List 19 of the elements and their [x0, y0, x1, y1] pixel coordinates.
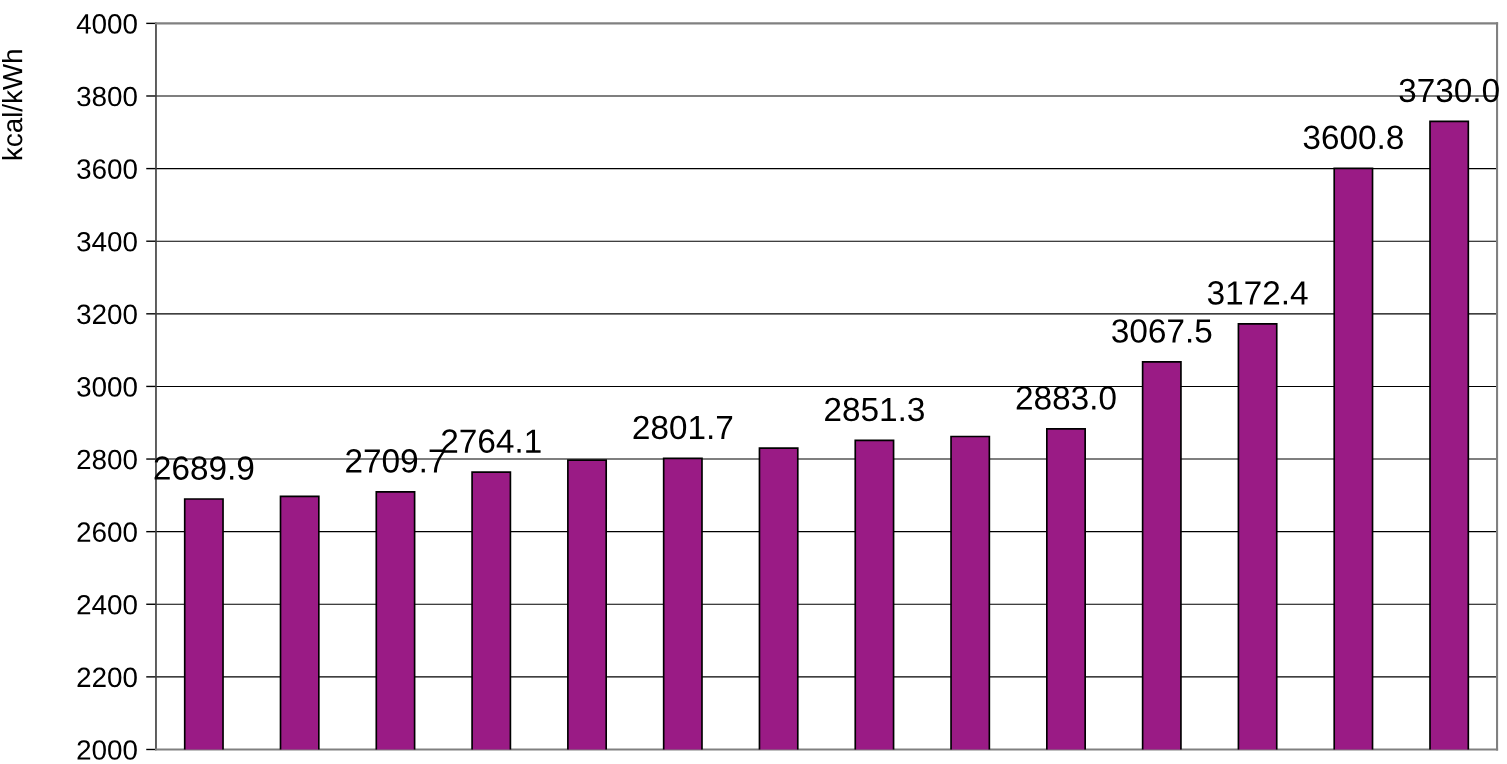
- y-axis-title: kcal/kWh: [2, 50, 23, 160]
- y-tick-label: 2400: [77, 594, 137, 615]
- y-tick-label: 2600: [77, 522, 137, 542]
- y-tick-label: 3200: [77, 304, 137, 325]
- y-tick-label: 4000: [76, 14, 137, 34]
- data-label: 2851.3: [825, 397, 924, 422]
- y-tick-label: 3600: [77, 159, 137, 179]
- y-tick-label: 2200: [77, 667, 137, 688]
- data-label: 2883.0: [1016, 386, 1116, 410]
- y-tick-label: 2800: [77, 449, 137, 470]
- data-label: 3172.4: [1207, 281, 1308, 305]
- y-tick-label: 3400: [77, 231, 137, 252]
- y-tick-label: 3800: [77, 86, 137, 107]
- y-tick-label: 2000: [77, 740, 137, 760]
- data-label: 3067.5: [1112, 319, 1212, 343]
- data-label: 2801.7: [633, 415, 733, 440]
- data-label: 3600.8: [1303, 125, 1403, 150]
- data-label: 3730.0: [1399, 78, 1499, 103]
- y-tick-label: 3000: [77, 377, 137, 397]
